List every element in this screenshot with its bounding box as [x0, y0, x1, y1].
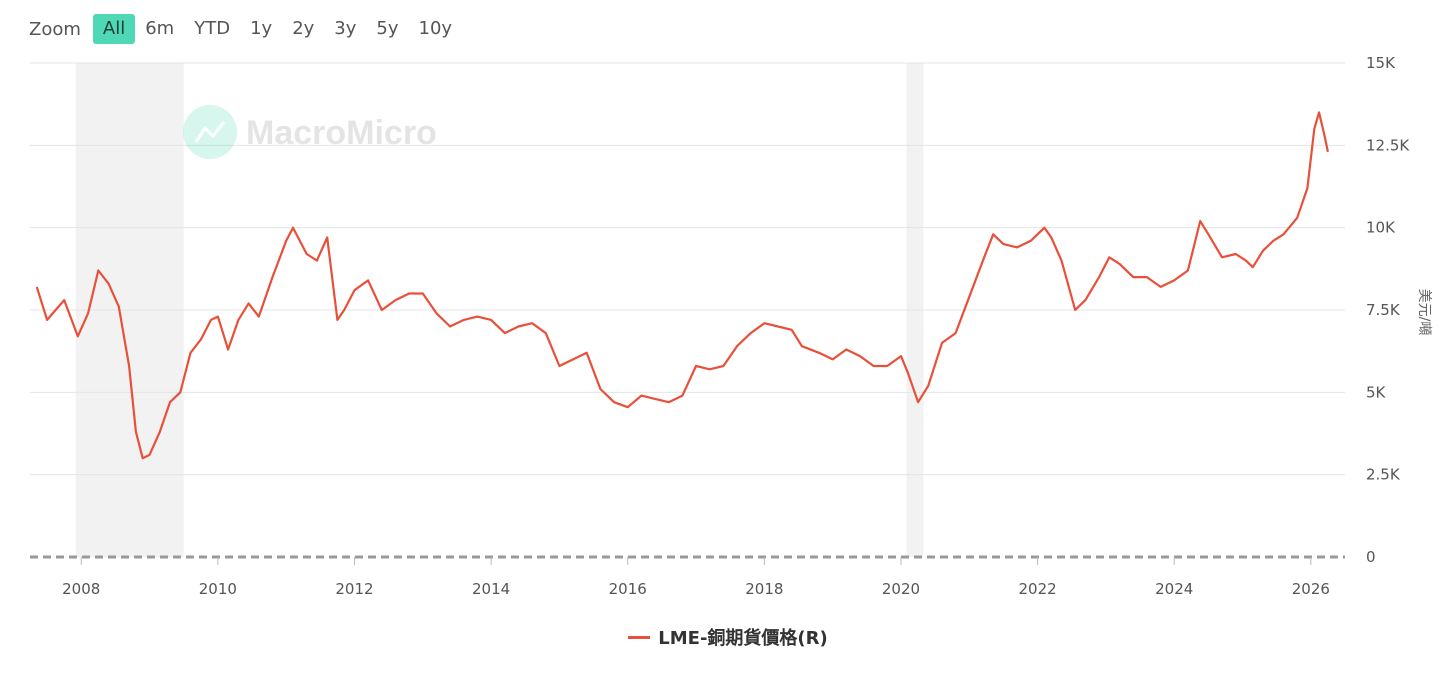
- y-tick-label: 5K: [1366, 383, 1387, 401]
- x-tick-label: 2026: [1292, 580, 1330, 598]
- zoom-10y-button[interactable]: 10y: [418, 18, 453, 39]
- zoom-3y-button[interactable]: 3y: [334, 18, 357, 39]
- series-line-0: [35, 111, 1329, 460]
- y-axis-label: 美元/噸: [1416, 289, 1432, 336]
- x-axis: 2008 2010 2012 2014 2016 2018 2020 2022 2024 2026: [62, 557, 1330, 598]
- zoom-1y-button[interactable]: 1y: [250, 18, 273, 39]
- zoom-2y-button[interactable]: 2y: [292, 18, 315, 39]
- x-tick-label: 2012: [335, 580, 373, 598]
- zoom-label: Zoom: [29, 18, 81, 40]
- y-axis: 0 2.5K 5K 7.5K 10K 12.5K 15K: [1366, 54, 1410, 566]
- zoom-ytd-button[interactable]: YTD: [194, 18, 231, 39]
- legend-item-lme-copper[interactable]: LME-銅期貨價格(R): [628, 624, 828, 650]
- x-tick-label: 2008: [62, 580, 100, 598]
- watermark: MacroMicro: [183, 105, 437, 159]
- y-tick-label: 7.5K: [1366, 301, 1401, 319]
- watermark-text: MacroMicro: [246, 114, 437, 152]
- y-tick-label: 12.5K: [1366, 136, 1410, 154]
- series-group: [35, 111, 1329, 460]
- legend-label: LME-銅期貨價格(R): [658, 628, 828, 649]
- y-tick-label: 2.5K: [1366, 466, 1401, 484]
- grid-lines: [30, 62, 1345, 559]
- zoom-selector: Zoom All 6m YTD 1y 2y 3y 5y 10y: [29, 14, 462, 44]
- zoom-all-button[interactable]: All: [92, 14, 136, 44]
- x-tick-label: 2024: [1155, 580, 1193, 598]
- y-tick-label: 10K: [1366, 219, 1396, 237]
- x-tick-label: 2014: [472, 580, 510, 598]
- legend: LME-銅期貨價格(R): [0, 624, 1456, 650]
- zoom-6m-button[interactable]: 6m: [145, 18, 175, 39]
- x-tick-label: 2022: [1019, 580, 1057, 598]
- legend-swatch: [628, 635, 651, 639]
- watermark-logo-mark: [194, 121, 226, 143]
- x-tick-label: 2018: [745, 580, 783, 598]
- y-tick-label: 15K: [1366, 54, 1396, 72]
- zoom-5y-button[interactable]: 5y: [376, 18, 399, 39]
- x-tick-label: 2010: [199, 580, 237, 598]
- watermark-logo-icon: [183, 105, 237, 159]
- x-tick-label: 2016: [609, 580, 647, 598]
- y-tick-label: 0: [1366, 548, 1376, 566]
- x-tick-label: 2020: [882, 580, 920, 598]
